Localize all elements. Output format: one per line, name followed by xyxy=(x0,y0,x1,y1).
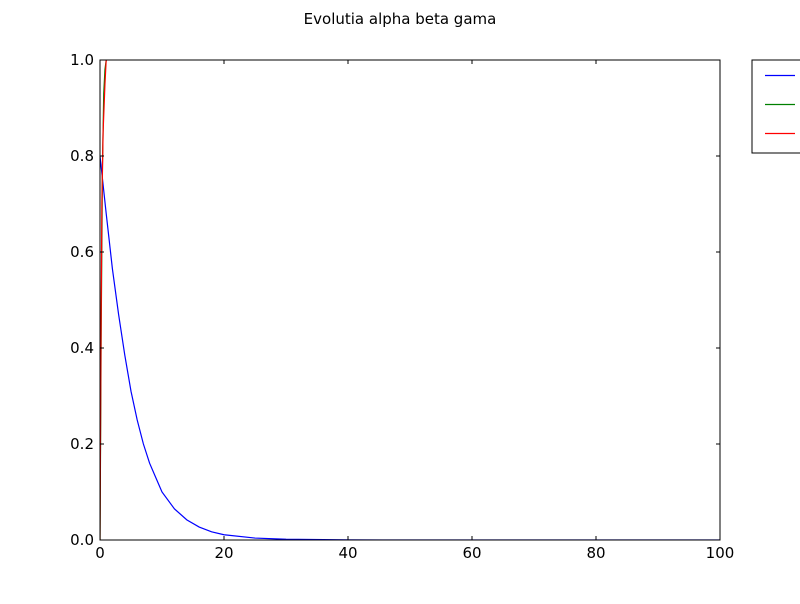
chart-title: Evolutia alpha beta gama xyxy=(304,10,497,28)
y-tick-label: 0.0 xyxy=(70,531,94,549)
x-tick-label: 0 xyxy=(95,544,105,562)
plot-frame xyxy=(99,59,721,541)
x-tick-label: 60 xyxy=(462,544,481,562)
y-tick-label: 0.8 xyxy=(70,147,94,165)
x-tick-label: 100 xyxy=(706,544,735,562)
legend xyxy=(751,59,800,154)
series-3-line xyxy=(100,60,107,540)
series-1-line xyxy=(100,155,720,540)
y-tick-label: 1.0 xyxy=(70,51,94,69)
series-layer xyxy=(100,60,720,540)
y-tick-label: 0.4 xyxy=(70,339,94,357)
y-tick-label: 0.6 xyxy=(70,243,94,261)
x-tick-label: 40 xyxy=(338,544,357,562)
x-tick-label: 80 xyxy=(586,544,605,562)
axes-layer: 0 20 40 60 80 100 0.0 0.2 0.4 0.6 0.8 1.0 xyxy=(70,51,734,562)
y-tick-label: 0.2 xyxy=(70,435,94,453)
legend-box xyxy=(751,59,800,154)
x-tick-label: 20 xyxy=(214,544,233,562)
